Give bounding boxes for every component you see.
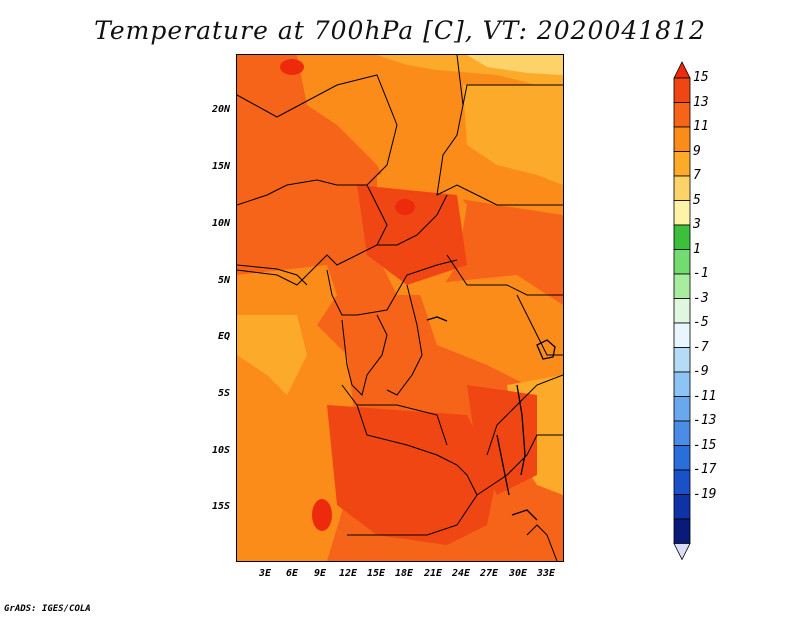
colorbar-label: 1 (693, 241, 701, 257)
colorbar-segment (673, 224, 691, 250)
lat-label-10n: 10N (211, 218, 230, 229)
colorbar-segment (673, 102, 691, 128)
lat-label-20n: 20N (211, 104, 230, 115)
colorbar-segment (673, 175, 691, 201)
field-hotspot-3 (280, 59, 304, 75)
field-hotspot-2 (312, 499, 332, 531)
colorbar-segment (673, 420, 691, 446)
lat-label-10s: 10S (211, 445, 230, 456)
lon-label-27e: 27E (479, 568, 499, 579)
field-east-light (417, 275, 563, 415)
field-south-hot2 (467, 385, 537, 495)
map-title: Temperature at 700hPa [C], VT: 202004181… (94, 16, 706, 45)
colorbar-label: -15 (693, 437, 717, 453)
colorbar-label: -5 (693, 315, 709, 330)
country-borders (237, 55, 563, 561)
colorbar-segment (673, 126, 691, 152)
colorbar-top-arrow (673, 61, 691, 79)
grads-credit: GrADS: IGES/COLA (4, 604, 91, 614)
colorbar-segment (673, 249, 691, 275)
lakes (426, 316, 556, 521)
lon-label-3e: 3E (258, 568, 272, 579)
colorbar-label: 5 (693, 192, 701, 208)
colorbar-label: -19 (693, 486, 717, 502)
colorbar-label: -3 (693, 290, 709, 306)
colorbar-label: 11 (693, 119, 709, 134)
temperature-field (237, 55, 563, 561)
field-north-pale (467, 55, 563, 75)
colorbar-segment (673, 322, 691, 348)
colorbar-label: -9 (693, 364, 709, 379)
colorbar-segment (673, 151, 691, 177)
map-panel (236, 54, 564, 562)
colorbar-segment (673, 396, 691, 422)
lat-label-5n: 5N (217, 275, 230, 286)
lon-label-12e: 12E (338, 568, 358, 579)
lon-label-9e: 9E (313, 568, 327, 579)
lon-label-15e: 15E (366, 568, 386, 579)
colorbar-label: -7 (693, 339, 709, 355)
field-ne-light (463, 85, 563, 185)
colorbar-bottom-arrow (673, 543, 691, 560)
lon-label-21e: 21E (423, 568, 443, 579)
colorbar-label: 13 (693, 94, 709, 110)
colorbar-segment (673, 371, 691, 397)
lon-label-24e: 24E (451, 568, 471, 579)
colorbar-label: -11 (693, 388, 717, 404)
colorbar-label: -17 (693, 462, 717, 477)
colorbar-segment (673, 445, 691, 471)
colorbar-segment (673, 273, 691, 299)
colorbar-label: 7 (693, 168, 701, 183)
colorbar-label: 3 (693, 217, 701, 232)
lat-label-eq: EQ (217, 331, 230, 342)
colorbar-segment (673, 298, 691, 324)
field-ocean-light (237, 315, 307, 395)
colorbar-label: 15 (693, 70, 709, 85)
colorbar-segment (673, 518, 691, 544)
field-south-hot (327, 405, 497, 545)
lat-label-5s: 5S (217, 388, 230, 399)
colorbar-segment (673, 469, 691, 495)
field-hotspot-1 (395, 199, 415, 215)
lon-label-18e: 18E (394, 568, 414, 579)
colorbar-segment (673, 77, 691, 103)
lon-label-30e: 30E (508, 568, 528, 579)
lat-label-15s: 15S (211, 501, 230, 512)
colorbar-segment (673, 200, 691, 226)
colorbar-label: -13 (693, 413, 717, 428)
lon-label-33e: 33E (536, 568, 556, 579)
colorbar-segment (673, 347, 691, 373)
colorbar-label: -1 (693, 266, 709, 281)
colorbar-segment (673, 494, 691, 520)
lat-label-15n: 15N (211, 161, 230, 172)
lon-label-6e: 6E (285, 568, 299, 579)
colorbar (673, 61, 691, 560)
colorbar-label: 9 (693, 143, 701, 159)
